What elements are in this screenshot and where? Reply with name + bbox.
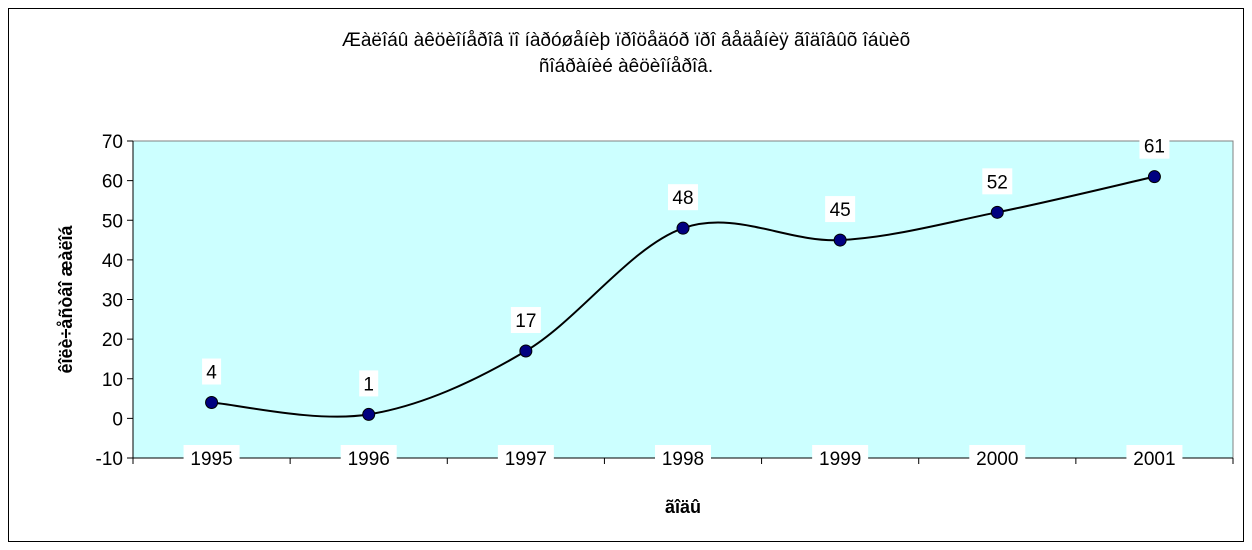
data-points [205,170,1161,421]
y-tick-label: 30 [102,291,123,312]
data-labels: 4 1 17 48 45 52 61 [202,132,1170,397]
x-axis-title: ãîäû [665,497,701,517]
data-point [205,396,219,410]
x-tick-label: 1996 [348,449,390,470]
y-tick-label: 20 [102,330,123,351]
data-label: 17 [515,311,536,332]
data-label-bg [359,370,379,397]
data-point [990,205,1004,219]
y-tick-label: 60 [102,172,123,193]
y-tick-label: 0 [112,409,123,430]
y-ticks: -10 0 10 20 30 40 50 60 70 [96,132,133,470]
data-label-bg [825,196,856,223]
x-tick-label-bg [340,445,397,471]
x-tick-label: 2000 [976,449,1018,470]
x-ticks: 1995 1996 1997 1998 1999 2000 2001 [132,445,1234,471]
data-label-bg [1139,132,1170,159]
y-axis-title: êîëè÷åñòâî æàëîá [56,225,76,374]
y-tick-label: 10 [102,370,123,391]
x-tick-label: 2001 [1133,449,1175,470]
data-point [676,221,690,235]
chart-title: Æàëîáû àêöèîíåðîâ ïî íàðóøåíèþ ïðîöåäóð … [341,30,911,77]
x-tick-label-bg [497,445,554,471]
data-label: 61 [1144,137,1165,158]
x-tick-label: 1997 [505,449,547,470]
x-tick-label: 1995 [190,449,232,470]
x-tick-label: 1999 [819,449,861,470]
data-label: 4 [206,363,217,384]
data-point [1147,170,1161,184]
x-tick-label-bg [183,445,240,471]
x-tick-label-bg [1126,445,1183,471]
y-tick-label: 40 [102,251,123,272]
data-label-bg [202,358,222,385]
x-tick-label: 1998 [662,449,704,470]
data-point [519,344,533,358]
data-label: 48 [672,188,693,209]
data-point [833,233,847,247]
data-label: 45 [830,200,851,221]
x-tick-label-bg [655,445,711,471]
x-tick-label-bg [969,445,1026,471]
data-label-bg [982,168,1013,195]
y-tick-label: -10 [96,449,123,470]
data-label: 52 [987,172,1008,193]
data-label: 1 [363,374,374,395]
data-point [362,407,376,421]
x-tick-label-bg [812,445,869,471]
data-label-bg [668,184,698,211]
y-tick-label: 50 [102,211,123,232]
data-label-bg [510,307,541,334]
y-tick-label: 70 [102,132,123,153]
